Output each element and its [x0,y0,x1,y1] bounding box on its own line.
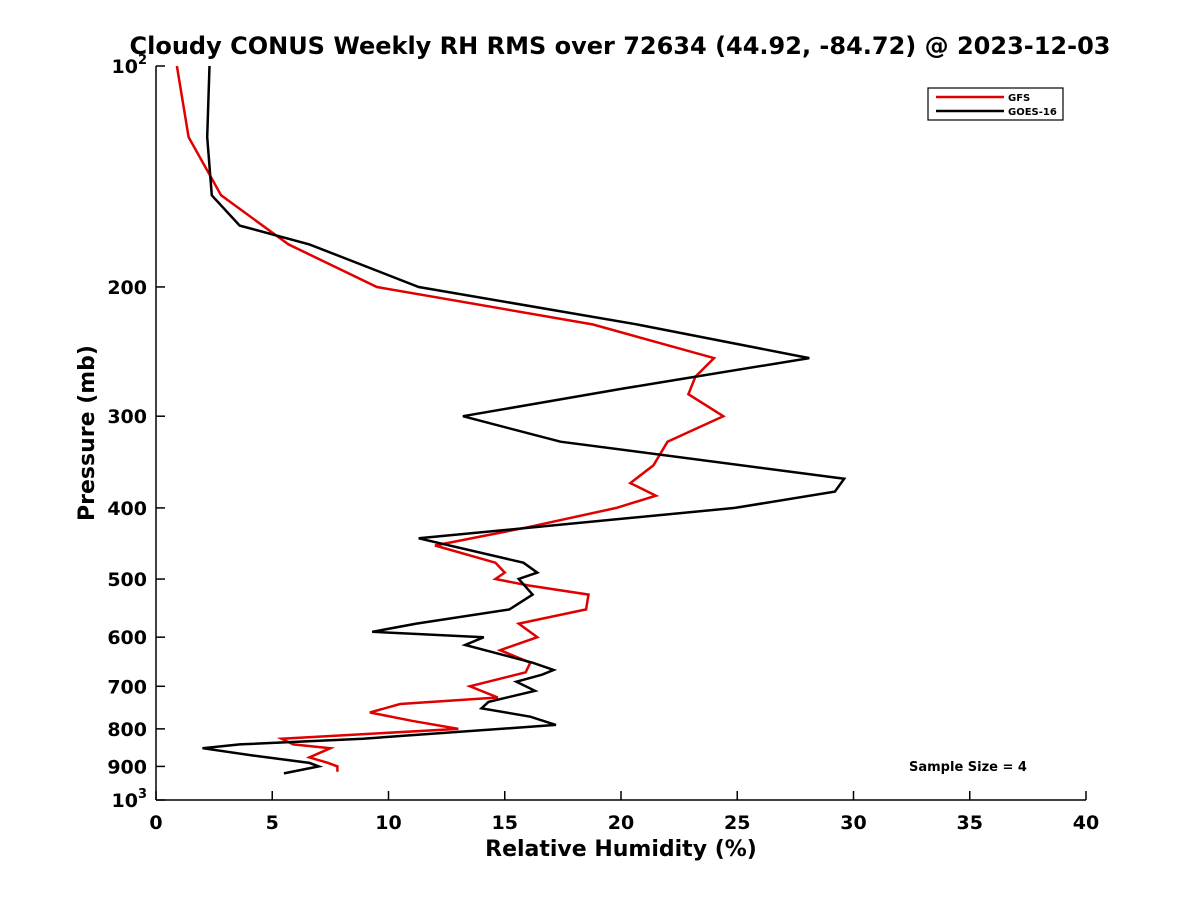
y-tick-label-800: 800 [107,719,147,741]
y-tick-label-200: 200 [107,277,147,299]
y-tick-label-400: 400 [107,498,147,520]
y-tick-label-300: 300 [107,406,147,428]
x-tick-label-25: 25 [724,812,750,834]
x-tick-label-20: 20 [608,812,634,834]
legend-label-goes16: GOES-16 [1008,107,1057,118]
x-tick-label-30: 30 [840,812,866,834]
sample-size-annotation: Sample Size = 4 [909,760,1027,775]
y-axis-ticks: 102 200 300 400 500 600 700 800 900 103 [107,53,165,812]
y-tick-label-500: 500 [107,569,147,591]
x-tick-label-10: 10 [375,812,401,834]
y-tick-label-700: 700 [107,676,147,698]
chart-title: Cloudy CONUS Weekly RH RMS over 72634 (4… [130,32,1111,60]
y-axis-label: Pressure (mb) [75,345,100,521]
x-tick-label-0: 0 [149,812,162,834]
series-line-goes-16 [202,65,847,775]
y-tick-label-100: 102 [112,53,148,78]
series-layer [175,65,847,775]
legend-box [927,87,1064,121]
y-tick-label-1000: 103 [112,787,148,812]
legend: GFS GOES-16 [927,87,1064,121]
x-axis-ticks: 0 5 10 15 20 25 30 35 40 [149,791,1099,834]
series-line-gfs [175,65,726,772]
plot-area [156,66,1086,800]
x-tick-label-15: 15 [492,812,518,834]
x-tick-label-35: 35 [957,812,983,834]
x-tick-label-40: 40 [1073,812,1099,834]
y-tick-label-900: 900 [107,756,147,778]
x-tick-label-5: 5 [266,812,279,834]
x-axis-label: Relative Humidity (%) [485,837,757,862]
legend-label-gfs: GFS [1008,93,1030,104]
y-tick-label-600: 600 [107,627,147,649]
